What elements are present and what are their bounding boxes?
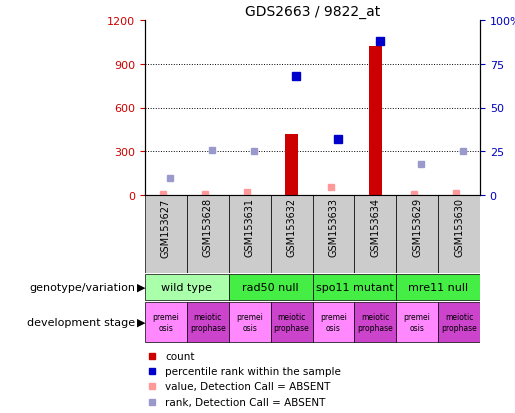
Text: meiotic
prophase: meiotic prophase <box>441 313 477 332</box>
Text: GSM153632: GSM153632 <box>286 198 297 257</box>
Bar <box>313 302 354 342</box>
Text: GSM153630: GSM153630 <box>454 198 464 257</box>
Bar <box>270 195 313 273</box>
Bar <box>229 302 270 342</box>
Bar <box>145 274 229 301</box>
Bar <box>438 302 480 342</box>
Text: GSM153633: GSM153633 <box>329 198 338 257</box>
Text: count: count <box>165 351 195 361</box>
Bar <box>270 302 313 342</box>
Bar <box>396 302 438 342</box>
Bar <box>285 134 298 195</box>
Text: development stage: development stage <box>27 317 135 327</box>
Text: GSM153629: GSM153629 <box>412 198 422 257</box>
Text: premei
osis: premei osis <box>152 313 179 332</box>
Text: premei
osis: premei osis <box>404 313 431 332</box>
Bar <box>354 195 396 273</box>
Bar <box>229 195 270 273</box>
Bar <box>145 302 187 342</box>
Bar <box>396 195 438 273</box>
Text: genotype/variation: genotype/variation <box>29 282 135 292</box>
Bar <box>354 302 396 342</box>
Text: ▶: ▶ <box>137 282 146 292</box>
Text: meiotic
prophase: meiotic prophase <box>273 313 310 332</box>
Bar <box>396 274 480 301</box>
Text: value, Detection Call = ABSENT: value, Detection Call = ABSENT <box>165 382 331 392</box>
Text: meiotic
prophase: meiotic prophase <box>357 313 393 332</box>
Bar <box>313 195 354 273</box>
Title: GDS2663 / 9822_at: GDS2663 / 9822_at <box>245 5 380 19</box>
Text: rad50 null: rad50 null <box>243 282 299 292</box>
Bar <box>229 274 313 301</box>
Text: percentile rank within the sample: percentile rank within the sample <box>165 366 341 376</box>
Bar <box>145 195 187 273</box>
Bar <box>187 195 229 273</box>
Text: ▶: ▶ <box>137 317 146 327</box>
Text: GSM153628: GSM153628 <box>203 198 213 257</box>
Bar <box>369 47 382 195</box>
Text: spo11 mutant: spo11 mutant <box>316 282 393 292</box>
Bar <box>187 302 229 342</box>
Text: rank, Detection Call = ABSENT: rank, Detection Call = ABSENT <box>165 397 325 407</box>
Text: meiotic
prophase: meiotic prophase <box>190 313 226 332</box>
Text: wild type: wild type <box>161 282 212 292</box>
Text: premei
osis: premei osis <box>236 313 263 332</box>
Text: mre11 null: mre11 null <box>408 282 468 292</box>
Text: GSM153631: GSM153631 <box>245 198 255 257</box>
Bar <box>438 195 480 273</box>
Text: premei
osis: premei osis <box>320 313 347 332</box>
Bar <box>313 274 396 301</box>
Text: GSM153627: GSM153627 <box>161 198 171 257</box>
Text: GSM153634: GSM153634 <box>370 198 380 257</box>
